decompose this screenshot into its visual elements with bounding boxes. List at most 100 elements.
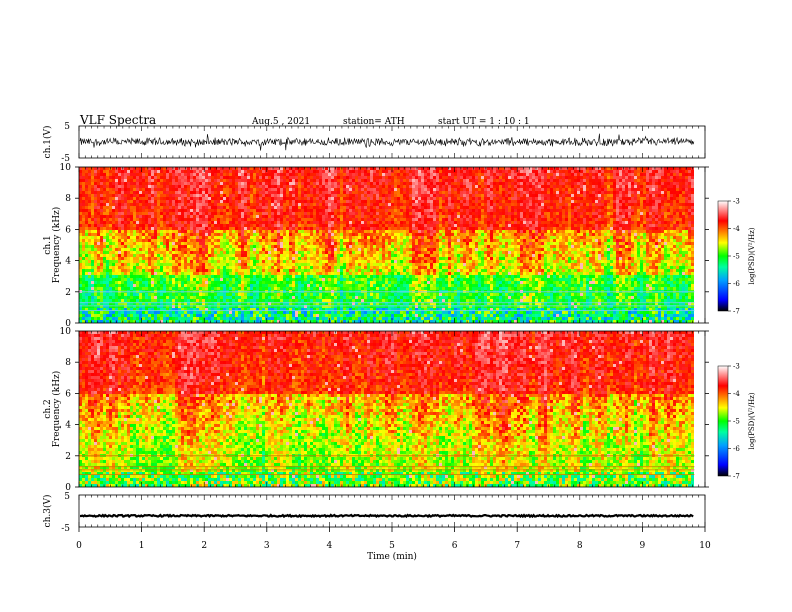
spec1-cell <box>172 188 175 191</box>
spec1-cell <box>214 281 217 284</box>
spec1-cell <box>88 215 91 218</box>
spec1-cell <box>313 263 316 266</box>
spec1-cell <box>97 191 100 194</box>
spec1-cell <box>199 167 202 170</box>
spec1-cell <box>262 314 265 317</box>
spec1-cell <box>316 293 319 296</box>
spec1-cell <box>298 272 301 275</box>
spec1-cell <box>166 179 169 182</box>
spec1-cell <box>139 185 142 188</box>
spec1-cell <box>157 209 160 212</box>
spec1-cell <box>181 311 184 314</box>
spec1-cell <box>235 167 238 170</box>
spec1-cell <box>325 209 328 212</box>
spec1-cell <box>250 215 253 218</box>
spec1-cell <box>238 212 241 215</box>
spec1-cell <box>127 233 130 236</box>
spec1-cell <box>106 182 109 185</box>
spec1-cell <box>106 284 109 287</box>
spec1-cell <box>82 221 85 224</box>
spec1-cell <box>208 245 211 248</box>
spec1-cell <box>250 203 253 206</box>
spec1-cell <box>196 245 199 248</box>
spec1-cell <box>277 281 280 284</box>
spec1-cell <box>82 212 85 215</box>
spec1-cell <box>118 302 121 305</box>
spec1-cell <box>88 254 91 257</box>
spec1-cell <box>211 227 214 230</box>
spec1-cell <box>199 260 202 263</box>
spec1-cell <box>205 197 208 200</box>
spec1-cell <box>100 197 103 200</box>
spec1-cell <box>181 320 184 323</box>
spec1-cell <box>103 284 106 287</box>
spec1-cell <box>178 203 181 206</box>
spec1-cell <box>343 311 346 314</box>
spec1-cell <box>340 176 343 179</box>
spec1-cell <box>310 248 313 251</box>
spec1-cell <box>322 197 325 200</box>
spec1-cell <box>172 215 175 218</box>
spec1-cell <box>172 170 175 173</box>
spec1-cell <box>178 272 181 275</box>
spec1-cell <box>112 284 115 287</box>
spec1-cell <box>253 314 256 317</box>
spec1-cell <box>151 263 154 266</box>
spec1-cell <box>343 188 346 191</box>
spec1-cell <box>295 212 298 215</box>
spec1-cell <box>118 281 121 284</box>
spec1-cell <box>349 296 352 299</box>
spec1-cell <box>226 218 229 221</box>
spec1-cell <box>352 287 355 290</box>
spec1-cell <box>115 254 118 257</box>
spec1-cell <box>322 302 325 305</box>
spec1-cell <box>169 257 172 260</box>
spec1-cell <box>361 170 364 173</box>
spec1-cell <box>223 293 226 296</box>
spec1-cell <box>256 236 259 239</box>
spec1-cell <box>214 293 217 296</box>
spec1-cell <box>217 206 220 209</box>
spec1-cell <box>103 275 106 278</box>
spec1-cell <box>295 209 298 212</box>
spec1-cell <box>262 239 265 242</box>
spec1-cell <box>109 191 112 194</box>
spec1-cell <box>244 314 247 317</box>
spec1-cell <box>304 176 307 179</box>
spec1-cell <box>256 233 259 236</box>
spec1-cell <box>253 317 256 320</box>
spec1-cell <box>271 308 274 311</box>
spec1-cell <box>106 200 109 203</box>
spec1-cell <box>97 320 100 323</box>
spec1-cell <box>238 254 241 257</box>
spec1-cell <box>88 200 91 203</box>
spec1-cell <box>106 224 109 227</box>
spec1-cell <box>352 308 355 311</box>
spec1-cell <box>88 284 91 287</box>
spec1-cell <box>97 233 100 236</box>
spec1-cell <box>289 284 292 287</box>
spec1-cell <box>94 230 97 233</box>
spec1-cell <box>256 314 259 317</box>
spec1-cell <box>352 224 355 227</box>
spec1-cell <box>319 245 322 248</box>
spec1-cell <box>277 278 280 281</box>
spec1-cell <box>250 305 253 308</box>
spec1-cell <box>322 233 325 236</box>
spec1-cell <box>97 221 100 224</box>
spec1-cell <box>286 320 289 323</box>
spec1-cell <box>193 224 196 227</box>
spec1-cell <box>217 194 220 197</box>
spec1-cell <box>109 239 112 242</box>
spec1-cell <box>325 206 328 209</box>
spec1-cell <box>82 185 85 188</box>
spec1-cell <box>103 257 106 260</box>
spec1-cell <box>157 167 160 170</box>
spec1-cell <box>139 200 142 203</box>
spec1-cell <box>337 305 340 308</box>
spec1-cell <box>166 320 169 323</box>
spec1-cell <box>184 170 187 173</box>
spec1-cell <box>97 251 100 254</box>
spec1-cell <box>187 194 190 197</box>
spec1-cell <box>94 296 97 299</box>
